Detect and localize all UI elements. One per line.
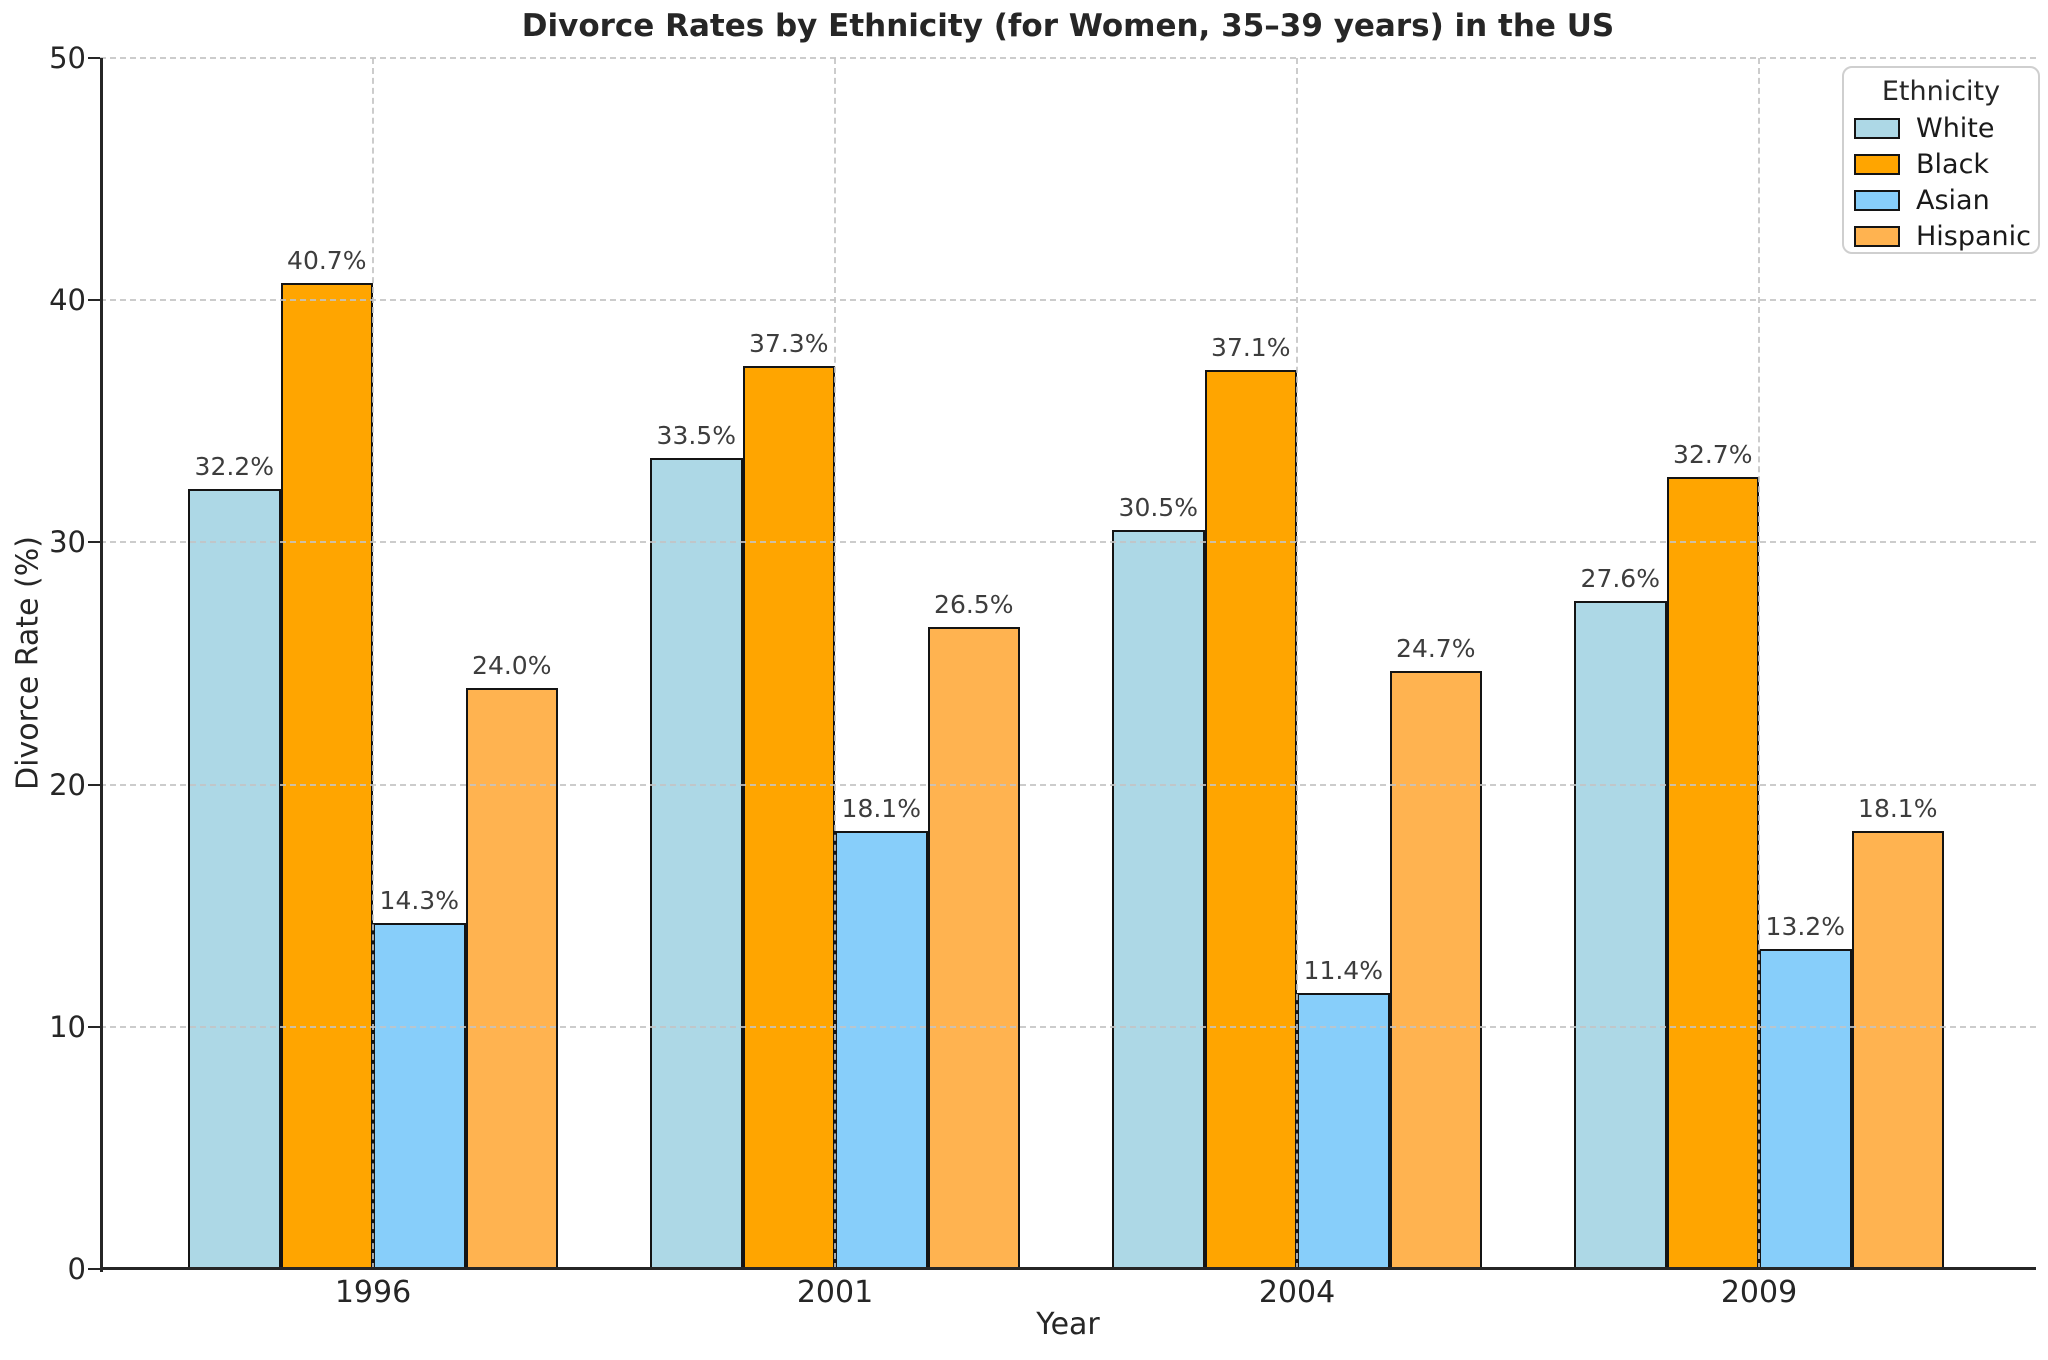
bar-value-label: 13.2% <box>1765 912 1845 942</box>
y-tick-mark <box>88 783 100 786</box>
gridline-v <box>372 58 374 1269</box>
y-tick-mark <box>88 299 100 302</box>
bar-asian-2009 <box>1759 949 1852 1269</box>
bar-white-2004 <box>1112 530 1205 1269</box>
bar-white-2009 <box>1574 600 1667 1269</box>
bar-value-label: 18.1% <box>1858 793 1938 823</box>
legend-swatch-asian <box>1854 189 1900 211</box>
legend-label: Black <box>1916 148 1990 180</box>
y-tick-label: 20 <box>49 767 86 802</box>
y-tick-mark <box>88 1025 100 1028</box>
x-axis-line <box>100 1267 2036 1270</box>
x-tick-label: 1996 <box>334 1275 412 1310</box>
bar-hispanic-2004 <box>1389 670 1482 1269</box>
x-tick-label: 2009 <box>1720 1275 1798 1310</box>
bar-value-label: 37.1% <box>1211 333 1291 363</box>
legend: Ethnicity White Black Asian Hispanic <box>1842 66 2040 254</box>
bar-value-label: 26.5% <box>934 590 1014 620</box>
legend-label: White <box>1916 112 1995 144</box>
legend-label: Asian <box>1916 184 1990 216</box>
x-tick-label: 2001 <box>796 1275 874 1310</box>
y-tick-label: 40 <box>49 283 86 318</box>
bar-asian-1996 <box>373 922 466 1269</box>
bar-value-label: 33.5% <box>656 420 736 450</box>
gridline-v <box>1758 58 1760 1269</box>
bar-asian-2004 <box>1297 992 1390 1269</box>
y-tick-label: 10 <box>49 1009 86 1044</box>
bar-value-label: 37.3% <box>749 328 829 358</box>
gridline-h <box>100 299 2036 302</box>
bar-value-label: 32.2% <box>194 452 274 482</box>
bar-black-2004 <box>1204 370 1297 1269</box>
x-tick-label: 2004 <box>1258 1275 1336 1310</box>
bar-value-label: 11.4% <box>1303 955 1383 985</box>
gridline-h <box>100 1025 2036 1028</box>
bar-hispanic-2009 <box>1851 830 1944 1269</box>
y-tick-label: 50 <box>49 41 86 75</box>
gridline-v <box>1296 58 1298 1269</box>
bar-asian-2001 <box>835 830 928 1269</box>
y-tick-label: 30 <box>49 525 86 560</box>
legend-item-asian: Asian <box>1844 182 2038 218</box>
y-tick-mark <box>88 57 100 59</box>
bar-hispanic-2001 <box>927 627 1020 1269</box>
legend-items: White Black Asian Hispanic <box>1844 110 2038 254</box>
bar-hispanic-1996 <box>465 687 558 1269</box>
y-tick-mark <box>88 1268 100 1270</box>
y-tick-mark <box>88 541 100 544</box>
legend-item-white: White <box>1844 110 2038 146</box>
bar-value-label: 32.7% <box>1673 440 1753 469</box>
legend-swatch-black <box>1854 153 1900 175</box>
bar-value-label: 24.0% <box>472 650 552 680</box>
gridline-v <box>834 58 836 1269</box>
gridline-h <box>100 783 2036 786</box>
legend-title: Ethnicity <box>1881 76 2001 107</box>
bar-black-2009 <box>1666 477 1759 1269</box>
legend-item-black: Black <box>1844 146 2038 182</box>
y-axis-line <box>100 58 103 1272</box>
bar-value-label: 40.7% <box>287 246 367 276</box>
bar-value-label: 24.7% <box>1396 633 1476 663</box>
bar-value-label: 14.3% <box>379 885 459 915</box>
legend-label: Hispanic <box>1916 220 2032 252</box>
bar-black-1996 <box>280 283 373 1269</box>
legend-swatch-hispanic <box>1854 225 1900 247</box>
bar-value-label: 27.6% <box>1580 563 1660 593</box>
y-tick-label: 0 <box>67 1252 86 1286</box>
bar-white-2001 <box>650 457 743 1269</box>
chart-title: Divorce Rates by Ethnicity (for Women, 3… <box>521 8 1615 44</box>
bar-value-label: 30.5% <box>1118 493 1198 523</box>
gridline-h <box>100 57 2036 59</box>
legend-item-hispanic: Hispanic <box>1844 218 2038 254</box>
legend-swatch-white <box>1854 117 1900 139</box>
bar-black-2001 <box>742 365 835 1269</box>
x-axis-label: Year <box>1036 1307 1100 1342</box>
gridline-h <box>100 541 2036 544</box>
bar-white-1996 <box>188 489 281 1269</box>
bar-value-label: 18.1% <box>841 793 921 823</box>
